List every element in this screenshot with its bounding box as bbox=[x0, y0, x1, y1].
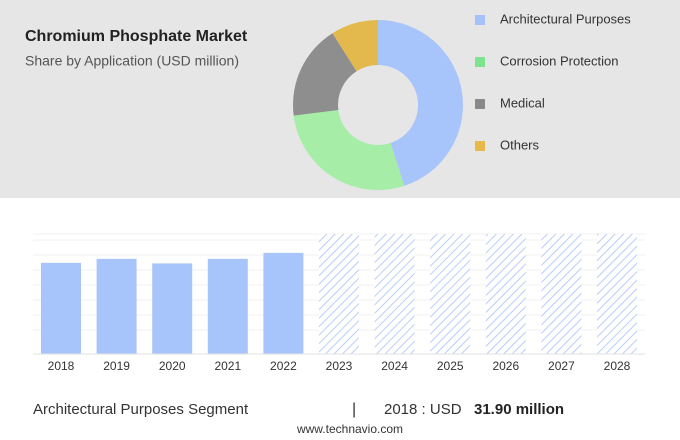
legend-label: Others bbox=[500, 137, 540, 152]
x-tick-label: 2021 bbox=[214, 359, 241, 373]
chart-subtitle: Share by Application (USD million) bbox=[25, 53, 239, 69]
legend-swatch bbox=[475, 15, 485, 25]
forecast-bar bbox=[319, 234, 359, 354]
donut-slice bbox=[293, 110, 405, 190]
bar bbox=[263, 252, 304, 354]
bar bbox=[96, 258, 137, 354]
legend-label: Corrosion Protection bbox=[500, 53, 619, 68]
legend-swatch bbox=[475, 99, 485, 109]
legend-swatch bbox=[475, 57, 485, 67]
forecast-bar bbox=[430, 234, 471, 354]
legend-label: Architectural Purposes bbox=[500, 11, 631, 26]
legend-swatch bbox=[475, 141, 485, 151]
footer-year: 2018 : USD bbox=[384, 401, 462, 418]
chart-title: Chromium Phosphate Market bbox=[25, 28, 248, 45]
legend: Architectural Purposes Corrosion Protecti… bbox=[475, 11, 631, 152]
x-tick-label: 2027 bbox=[548, 359, 575, 373]
x-tick-label: 2028 bbox=[604, 359, 631, 373]
x-tick-label: 2024 bbox=[381, 359, 408, 373]
bar bbox=[152, 263, 193, 354]
x-tick-label: 2018 bbox=[48, 359, 75, 373]
x-tick-label: 2020 bbox=[159, 359, 186, 373]
donut-slice bbox=[332, 20, 378, 72]
x-tick-label: 2026 bbox=[492, 359, 519, 373]
forecast-bar bbox=[485, 234, 526, 354]
x-tick-label: 2022 bbox=[270, 359, 297, 373]
x-tick-label: 2023 bbox=[326, 359, 353, 373]
donut-slice bbox=[293, 33, 357, 116]
bar bbox=[41, 262, 81, 354]
source: www.technavio.com bbox=[296, 422, 403, 436]
forecast-bar bbox=[541, 234, 582, 354]
x-tick-label: 2019 bbox=[103, 359, 130, 373]
bar bbox=[207, 258, 248, 354]
footer-separator: | bbox=[352, 401, 356, 418]
donut-chart bbox=[293, 20, 463, 190]
footer-value: 31.90 million bbox=[474, 401, 564, 418]
x-tick-label: 2025 bbox=[437, 359, 464, 373]
forecast-bar bbox=[597, 234, 637, 354]
donut-slice bbox=[378, 20, 463, 186]
bar-chart: 2018 2019 2020 2021 2022 2023 2024 2025 2026 2027… bbox=[33, 233, 645, 373]
forecast-bar bbox=[374, 234, 415, 354]
legend-label: Medical bbox=[500, 95, 545, 110]
footer-segment: Architectural Purposes Segment bbox=[33, 401, 249, 418]
